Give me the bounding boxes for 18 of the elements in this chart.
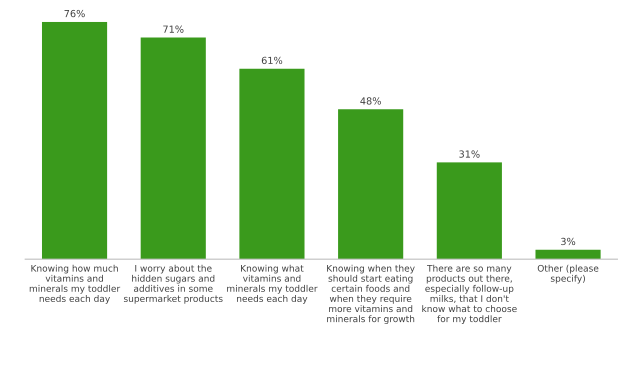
data-label: 76% <box>64 10 85 18</box>
data-label: 31% <box>459 150 480 158</box>
x-tick-label: Knowing what vitamins and minerals my toddler needs each day <box>227 264 318 304</box>
x-tick-label: I worry about the hidden sugars and additives in some supermarket products <box>124 264 223 304</box>
bar <box>535 250 601 260</box>
x-tick-label: There are so many products out there, especially follow-up milks, that I don't know what to choose for my toddler <box>422 264 517 324</box>
x-tick-label: Knowing how much vitamins and minerals my toddler needs each day <box>30 264 120 304</box>
data-label: 48% <box>360 97 381 105</box>
x-tick-label: Other (please specify) <box>538 264 598 284</box>
bar <box>140 38 206 260</box>
bar <box>338 109 404 260</box>
bar <box>239 68 305 260</box>
data-label: 3% <box>561 238 576 246</box>
data-label: 71% <box>163 25 184 33</box>
bar <box>436 162 502 260</box>
data-label: 61% <box>262 56 282 64</box>
bar <box>42 22 108 260</box>
x-tick-label: Knowing when they should start eating certain foods and when they require more vitamins and minerals for growth <box>327 264 415 324</box>
